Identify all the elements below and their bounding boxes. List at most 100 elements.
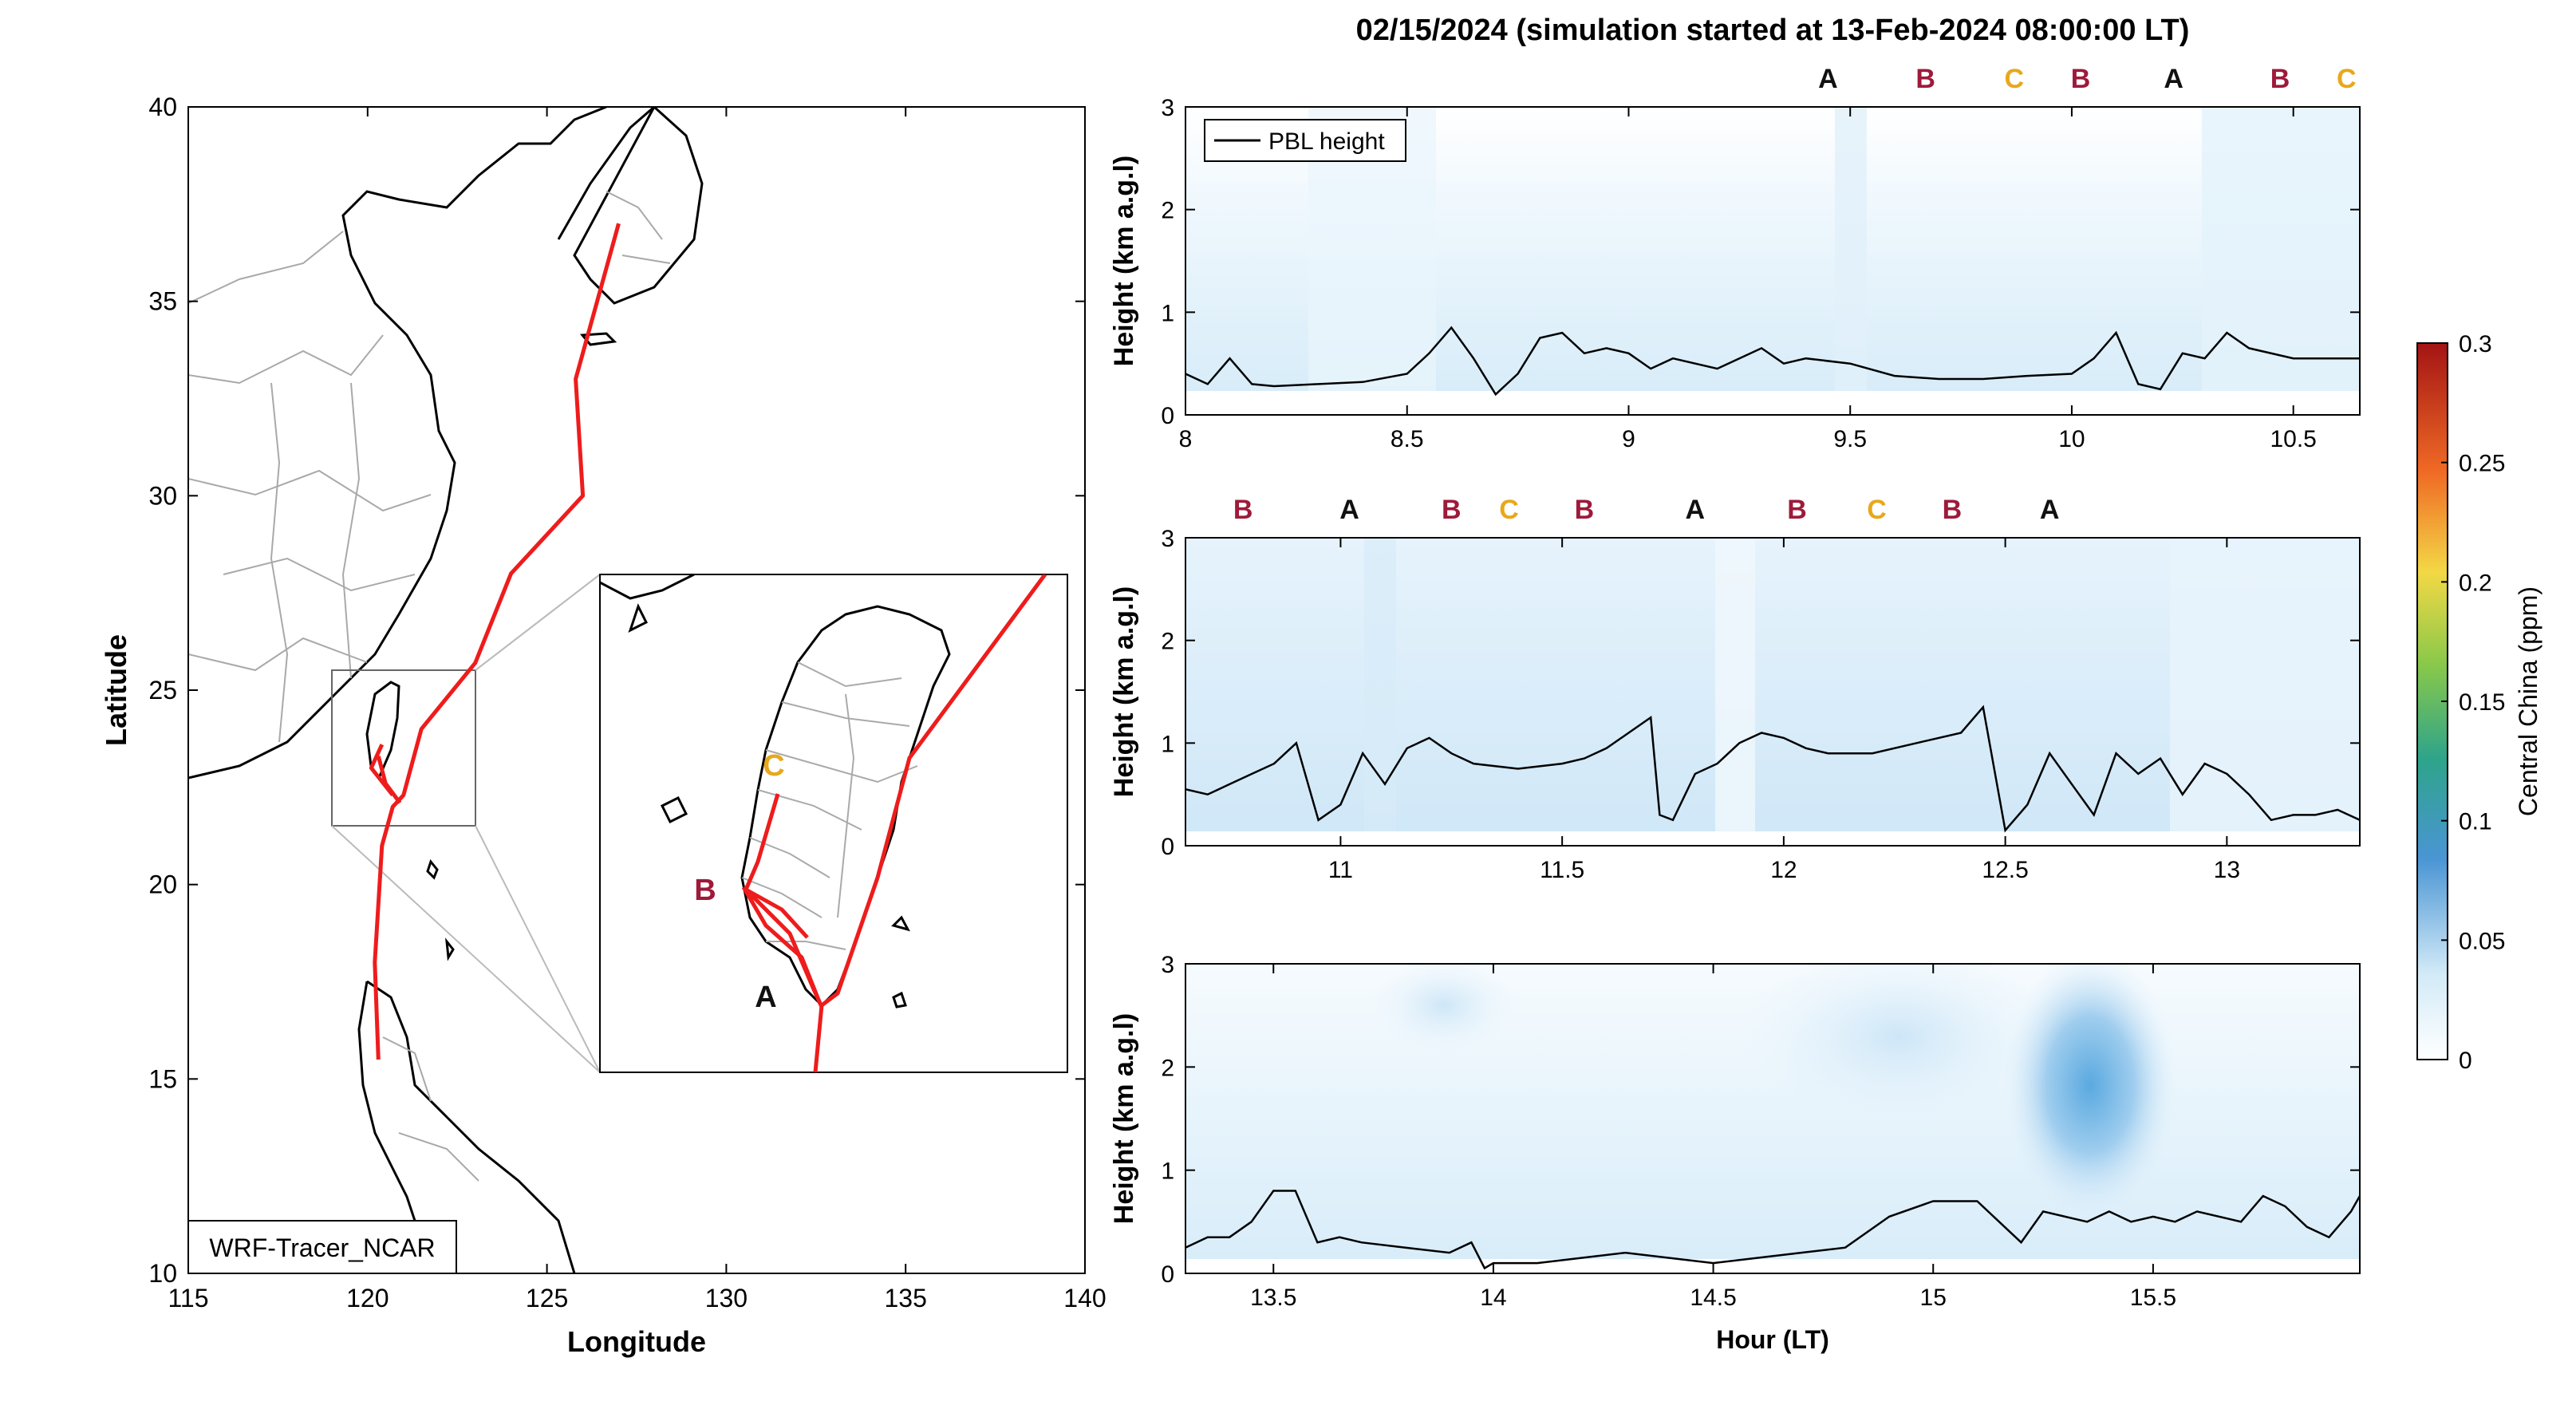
y-tick-label: 3 xyxy=(1161,952,1174,978)
panel-2-ylabel: Height (km a.g.l) xyxy=(1109,586,1139,797)
inset-admin-boundaries xyxy=(741,661,918,950)
panel-3-plume xyxy=(2002,964,2178,1221)
y-tick-label: 2 xyxy=(1161,198,1174,224)
site-label-b: B xyxy=(1442,495,1462,525)
map-y-ticks: 10 15 20 25 30 35 40 xyxy=(148,93,1085,1288)
panel-3-concentration xyxy=(1185,964,2360,1273)
panel-1-pbl-line xyxy=(1185,326,2360,397)
panel-1-y-ticks: 0 1 2 3 xyxy=(1161,95,2360,429)
site-label-b: B xyxy=(1787,495,1807,525)
site-label-b: B xyxy=(1233,495,1253,525)
x-tick-label: 8.5 xyxy=(1391,426,1424,452)
map-x-tick-label: 125 xyxy=(526,1284,568,1312)
site-label-c: C xyxy=(1499,495,1519,525)
map-admin-boundaries xyxy=(188,191,671,1182)
map-y-tick-label: 25 xyxy=(148,676,177,705)
panel-2-pbl-line xyxy=(1185,705,2360,833)
y-tick-label: 0 xyxy=(1161,834,1174,860)
inset-connector-lines xyxy=(331,574,601,1073)
map-x-tick-label: 120 xyxy=(346,1284,389,1312)
y-tick-label: 1 xyxy=(1161,731,1174,757)
panel-3-y-ticks: 0 1 2 3 xyxy=(1161,952,2360,1288)
map-trajectories xyxy=(369,223,621,1060)
x-tick-label: 13 xyxy=(2214,857,2240,883)
y-tick-label: 1 xyxy=(1161,1158,1174,1185)
y-tick-label: 3 xyxy=(1161,526,1174,552)
map-trajectory-line xyxy=(376,756,402,804)
colorbar-tick-label: 0.05 xyxy=(2459,928,2505,954)
colorbar-tick-label: 0.15 xyxy=(2459,689,2505,716)
map-y-tick-label: 10 xyxy=(148,1259,177,1288)
site-label-b: B xyxy=(1575,495,1595,525)
panel-1-ylabel: Height (km a.g.l) xyxy=(1109,156,1139,366)
colorbar-tick-label: 0.1 xyxy=(2459,809,2492,835)
site-label-a: A xyxy=(2164,64,2183,94)
map-ylabel: Latitude xyxy=(100,634,132,746)
colorbar-tick-label: 0.25 xyxy=(2459,451,2505,477)
x-tick-label: 15 xyxy=(1920,1285,1947,1311)
site-label-c: C xyxy=(1867,495,1887,525)
panel-3-ylabel: Height (km a.g.l) xyxy=(1109,1013,1139,1224)
x-tick-label: 10.5 xyxy=(2270,426,2316,452)
inset-mainland-coast xyxy=(600,574,695,633)
site-label-a: A xyxy=(1339,495,1359,525)
colorbar-tick-label: 0.2 xyxy=(2459,570,2492,596)
figure-title: 02/15/2024 (simulation started at 13-Feb… xyxy=(1356,14,2190,47)
y-tick-label: 1 xyxy=(1161,300,1174,326)
site-label-b: B xyxy=(2270,64,2290,94)
inset-label-b: B xyxy=(694,874,716,907)
map-y-tick-label: 30 xyxy=(148,481,177,510)
map-trajectory-line xyxy=(373,223,621,1060)
site-label-a: A xyxy=(2040,495,2060,525)
pbl-legend: PBL height xyxy=(1204,119,1406,162)
site-label-c: C xyxy=(2337,64,2357,94)
taiwan-inset: C B A xyxy=(599,574,1068,1073)
x-tick-label: 11 xyxy=(1328,857,1353,883)
map-y-tick-label: 20 xyxy=(148,870,177,899)
y-tick-label: 2 xyxy=(1161,1055,1174,1081)
colorbar: 0 0.05 0.1 0.15 0.2 0.25 0.3 Central China (pp… xyxy=(2416,331,2542,1074)
panel-2-y-ticks: 0 1 2 3 xyxy=(1161,526,2360,860)
map-x-tick-label: 135 xyxy=(885,1284,927,1312)
y-tick-label: 3 xyxy=(1161,95,1174,121)
map-x-tick-label: 115 xyxy=(168,1284,208,1312)
panel-1: 8 8.5 9 9.5 10 10.5 0 1 2 3 A B C B A B C Height (km a… xyxy=(1109,64,2361,452)
site-label-a: A xyxy=(1818,64,1838,94)
colorbar-tick-label: 0 xyxy=(2459,1048,2472,1074)
map-xlabel: Longitude xyxy=(567,1325,706,1358)
x-tick-label: 11.5 xyxy=(1540,857,1584,883)
map-x-ticks: 115 120 125 130 135 140 xyxy=(168,107,1107,1312)
panel-2-concentration xyxy=(1185,538,2360,846)
x-tick-label: 9.5 xyxy=(1833,426,1867,452)
site-label-b: B xyxy=(1943,495,1963,525)
panel-3-x-ticks: 13.5 14 14.5 15 15.5 xyxy=(1250,964,2176,1311)
panel-3-xlabel: Hour (LT) xyxy=(1716,1325,1829,1354)
y-tick-label: 0 xyxy=(1161,403,1174,429)
pbl-legend-label: PBL height xyxy=(1268,128,1385,155)
model-label: WRF-Tracer_NCAR xyxy=(209,1233,435,1262)
x-tick-label: 8 xyxy=(1179,426,1193,452)
map-y-tick-label: 40 xyxy=(148,93,177,121)
inset-label-c: C xyxy=(763,749,784,783)
site-label-b: B xyxy=(2071,64,2091,94)
colorbar-tick-label: 0.3 xyxy=(2459,331,2492,357)
map-x-tick-label: 140 xyxy=(1063,1284,1106,1312)
inset-label-a: A xyxy=(755,981,776,1014)
x-tick-label: 14 xyxy=(1480,1285,1506,1311)
inset-source-box xyxy=(331,669,476,827)
panel-1-x-ticks: 8 8.5 9 9.5 10 10.5 xyxy=(1179,107,2317,452)
y-tick-label: 0 xyxy=(1161,1261,1174,1288)
model-label-box xyxy=(187,1220,457,1274)
x-tick-label: 14.5 xyxy=(1690,1285,1736,1311)
inset-trajectories xyxy=(741,574,1047,1072)
site-label-b: B xyxy=(1915,64,1935,94)
x-tick-label: 9 xyxy=(1622,426,1635,452)
x-tick-label: 13.5 xyxy=(1250,1285,1296,1311)
x-tick-label: 12.5 xyxy=(1982,857,2028,883)
y-tick-label: 2 xyxy=(1161,629,1174,655)
